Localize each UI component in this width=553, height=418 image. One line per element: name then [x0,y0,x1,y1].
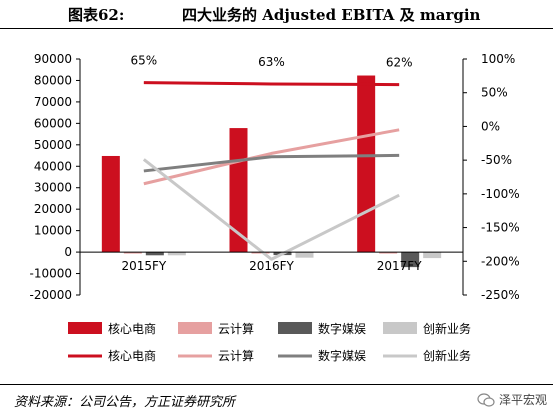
left-tick-label: 20000 [34,202,72,216]
legend-bar-label-4: 创新业务 [423,321,471,336]
left-tick-label: 60000 [34,116,72,130]
data-label: 65% [130,54,157,68]
legend-bar-swatch-1 [68,322,102,334]
left-tick-label: 90000 [34,52,72,66]
right-axis: -250% -200% -150% -100% -50% 0% 50% 100% [462,52,520,302]
bar-3-2017FY [401,252,420,268]
legend-bar-label-1: 核心电商 [108,321,156,336]
data-labels: 65% 63% 62% [130,54,412,70]
bar-2-2016FY [251,252,270,254]
right-tick-label: 0% [481,119,500,133]
watermark: 泽平宏观 [477,391,547,408]
bar-3-2015FY [145,252,164,256]
figure-label: 图表62: [68,6,125,24]
bar-1-2017FY [357,75,376,253]
left-tick-label: 50000 [34,138,72,152]
data-label: 63% [258,55,285,69]
category-label: 2017FY [377,259,422,273]
legend-line-label-3: 数字媒娱 [318,348,366,363]
left-tick-label: 0 [64,245,72,259]
right-tick-label: -100% [481,187,520,201]
right-tick-label: -250% [481,288,520,302]
right-tick-label: 50% [481,86,508,100]
legend-bar-swatch-4 [383,322,417,334]
left-tick-label: -20000 [29,288,72,302]
left-tick-label: 40000 [34,159,72,173]
chart: -20000 -10000 0 10000 20000 30000 40000 50000 60… [29,52,520,363]
left-tick-label: 80000 [34,73,72,87]
bar-4-2016FY [295,252,314,258]
data-label: 62% [386,56,413,70]
legend-line-label-2: 云计算 [218,348,254,363]
legend-bar-label-2: 云计算 [218,321,254,336]
legend-bar-swatch-2 [178,322,212,334]
figure-header: 图表62: 四大业务的 Adjusted EBITA 及 margin [0,0,553,30]
category-label: 2016FY [249,259,294,273]
right-tick-label: 100% [481,52,515,66]
legend-bar-swatch-3 [278,322,312,334]
bar-2-2015FY [123,252,142,254]
legend-bar-label-3: 数字媒娱 [318,321,366,336]
right-tick-label: -50% [481,153,512,167]
figure-title: 四大业务的 Adjusted EBITA 及 margin [182,6,481,24]
legend-line-label-1: 核心电商 [108,348,156,363]
source-note: 资料来源：公司公告，方正证券研究所 [14,395,236,410]
bar-2-2017FY [379,252,398,254]
bar-1-2015FY [101,155,120,253]
lines-layer [142,81,400,261]
source-rule [0,384,553,385]
left-tick-label: -10000 [29,267,72,281]
left-tick-label: 70000 [34,95,72,109]
bar-4-2015FY [167,252,186,256]
left-tick-label: 30000 [34,181,72,195]
left-axis: -20000 -10000 0 10000 20000 30000 40000 50000 60… [29,52,81,302]
left-tick-label: 10000 [34,224,72,238]
right-tick-label: -200% [481,254,520,268]
category-label: 2015FY [121,259,166,273]
watermark-text: 泽平宏观 [498,393,547,407]
wechat-icon [477,392,495,407]
right-tick-label: -150% [481,221,520,235]
category-labels: 2015FY 2016FY 2017FY [121,259,422,273]
header-rule [0,28,553,29]
legend-line-label-4: 创新业务 [423,348,471,363]
bar-4-2017FY [423,252,442,259]
